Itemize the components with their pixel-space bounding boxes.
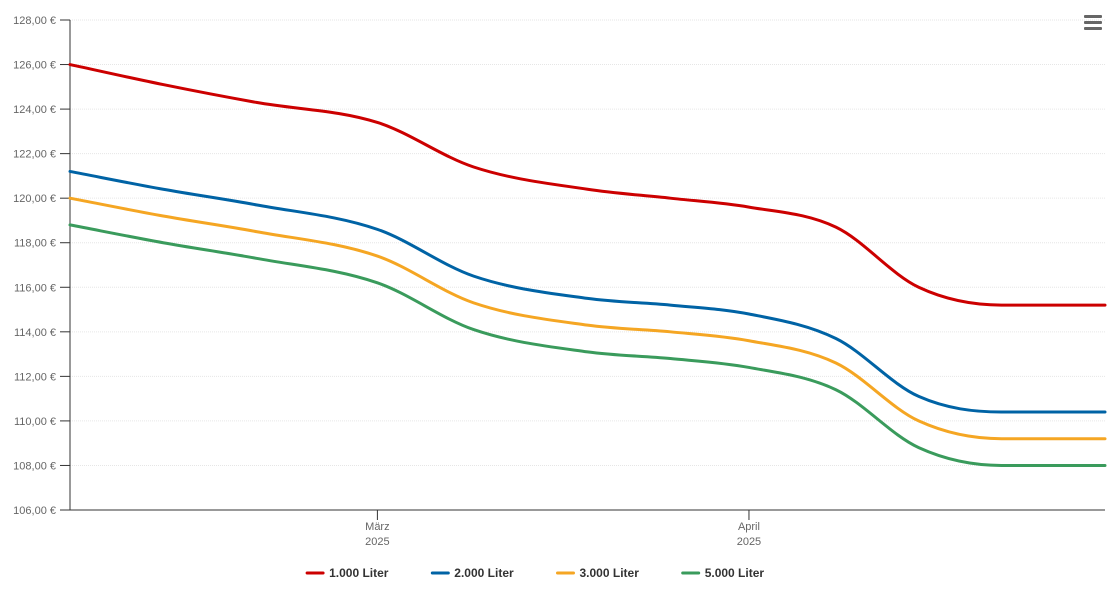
y-tick-label: 110,00 € bbox=[14, 416, 56, 428]
y-tick-label: 126,00 € bbox=[13, 60, 56, 72]
hamburger-menu-icon[interactable] bbox=[1082, 12, 1104, 32]
x-tick-label-year: 2025 bbox=[365, 536, 389, 548]
y-tick-label: 116,00 € bbox=[14, 282, 56, 294]
series-lines bbox=[68, 63, 1107, 467]
y-tick-label: 114,00 € bbox=[14, 327, 56, 339]
y-tick-label: 128,00 € bbox=[13, 15, 56, 27]
y-tick-label: 106,00 € bbox=[13, 505, 56, 517]
series-line-3 bbox=[68, 196, 1107, 441]
x-tick-label-month: März bbox=[365, 521, 389, 533]
menu-bar bbox=[1084, 21, 1102, 24]
x-tick-label-month: April bbox=[738, 521, 760, 533]
series-line-4 bbox=[68, 223, 1107, 467]
legend[interactable]: 1.000 Liter 2.000 Liter 3.000 Liter 5.000 L… bbox=[305, 566, 765, 580]
menu-bar bbox=[1084, 15, 1102, 18]
grid-lines bbox=[70, 19, 1105, 466]
legend-item-3[interactable]: 3.000 Liter bbox=[580, 566, 640, 580]
y-tick-label: 120,00 € bbox=[13, 193, 56, 205]
legend-item-4[interactable]: 5.000 Liter bbox=[705, 566, 765, 580]
x-tick-label-year: 2025 bbox=[737, 536, 761, 548]
y-tick-label: 124,00 € bbox=[13, 104, 56, 116]
legend-item-1[interactable]: 1.000 Liter bbox=[329, 566, 389, 580]
y-tick-label: 112,00 € bbox=[14, 371, 56, 383]
legend-item-2[interactable]: 2.000 Liter bbox=[454, 566, 514, 580]
series-line-2 bbox=[68, 169, 1107, 414]
y-tick-label: 118,00 € bbox=[14, 238, 56, 250]
menu-bar bbox=[1084, 27, 1102, 30]
y-tick-label: 108,00 € bbox=[13, 460, 56, 472]
series-line-1 bbox=[68, 63, 1107, 307]
x-axis: März 2025 April 2025 bbox=[70, 509, 1105, 548]
y-axis: 106,00 € 108,00 € 110,00 € 112,00 € 114,00 €… bbox=[13, 15, 71, 517]
y-tick-label: 122,00 € bbox=[13, 149, 56, 161]
